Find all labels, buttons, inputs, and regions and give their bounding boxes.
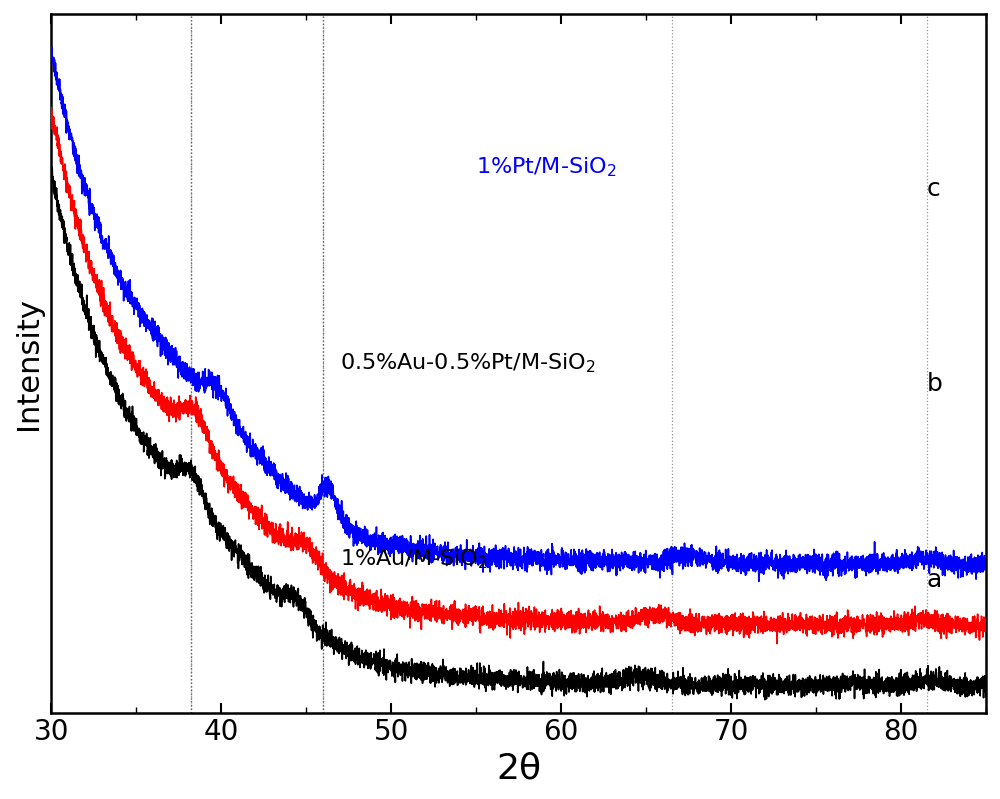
X-axis label: 2θ: 2θ <box>496 751 541 785</box>
Text: c: c <box>927 177 940 201</box>
Y-axis label: Intensity: Intensity <box>14 297 43 430</box>
Text: 1%Au/M-SiO$_2$: 1%Au/M-SiO$_2$ <box>340 547 488 570</box>
Text: 1%Pt/M-SiO$_2$: 1%Pt/M-SiO$_2$ <box>476 156 617 180</box>
Text: a: a <box>927 568 942 592</box>
Text: 0.5%Au-0.5%Pt/M-SiO$_2$: 0.5%Au-0.5%Pt/M-SiO$_2$ <box>340 352 596 375</box>
Text: b: b <box>927 372 942 396</box>
